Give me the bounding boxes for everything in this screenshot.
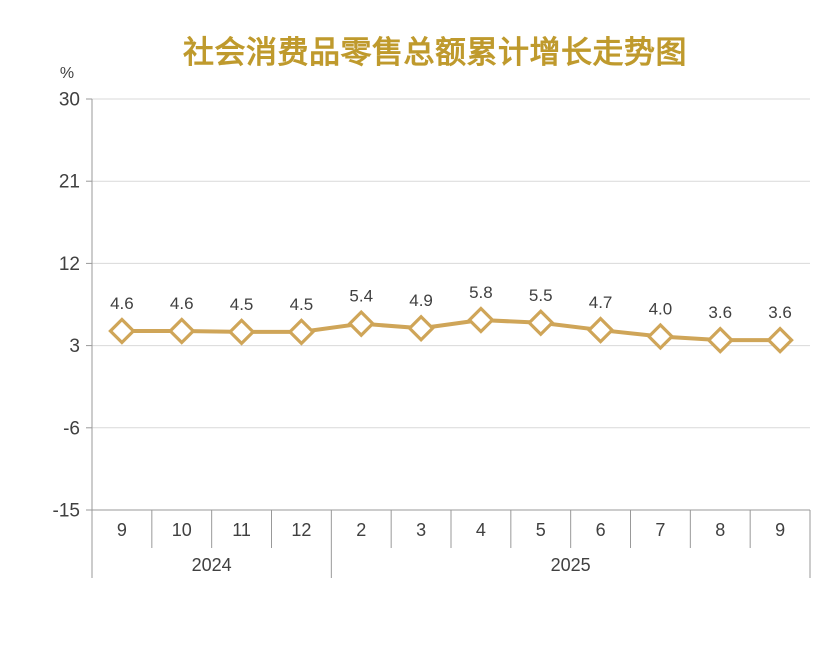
data-point-marker xyxy=(706,326,735,354)
x-tick-label: 2 xyxy=(356,520,366,540)
data-point-marker xyxy=(407,314,435,343)
y-tick-label: 30 xyxy=(59,90,80,111)
chart-title: 社会消费品零售总额累计增长走势图 xyxy=(183,35,687,70)
x-tick-label: 9 xyxy=(117,520,127,540)
x-tick-label: 8 xyxy=(715,520,725,540)
data-point-marker xyxy=(526,309,555,337)
y-tick-label: 21 xyxy=(59,172,80,193)
x-tick-label: 3 xyxy=(416,520,426,540)
data-label: 3.6 xyxy=(768,303,792,322)
data-label: 5.4 xyxy=(349,287,373,306)
data-label: 4.6 xyxy=(170,294,194,313)
data-point-marker xyxy=(108,317,136,345)
chart-plot-area: 30 21 12 3 -6 -15 9 10 11 12 2 3 4 5 6 7 8 9 2024 2025 4.6 4.… xyxy=(53,90,811,578)
data-point-marker xyxy=(646,322,675,351)
data-point-marker xyxy=(227,318,256,346)
data-point-marker xyxy=(467,306,495,334)
x-tick-label: 6 xyxy=(596,520,606,540)
x-tick-label: 11 xyxy=(232,520,251,540)
x-tick-label: 5 xyxy=(536,520,546,540)
data-point-marker xyxy=(766,326,794,354)
data-label: 4.0 xyxy=(649,299,673,318)
y-tick-label: -6 xyxy=(63,418,80,439)
data-label: 4.5 xyxy=(230,295,254,314)
y-tick-label: 12 xyxy=(59,254,80,275)
data-point-marker xyxy=(167,317,196,345)
data-point-marker xyxy=(586,316,615,344)
y-axis-unit-label: % xyxy=(60,65,74,82)
data-label: 4.6 xyxy=(110,294,134,313)
year-label: 2025 xyxy=(551,555,591,575)
x-tick-label: 12 xyxy=(291,520,311,540)
x-tick-label: 9 xyxy=(775,520,785,540)
y-tick-label: 3 xyxy=(69,336,80,357)
data-point-marker xyxy=(287,318,316,346)
data-label: 3.6 xyxy=(708,303,732,322)
year-label: 2024 xyxy=(192,555,232,575)
data-point-marker xyxy=(347,309,376,338)
y-tick-label: -15 xyxy=(53,501,80,522)
data-label: 5.8 xyxy=(469,283,493,302)
data-label: 4.5 xyxy=(290,295,314,314)
x-tick-label: 7 xyxy=(655,520,665,540)
x-tick-label: 10 xyxy=(172,520,192,540)
data-label: 4.9 xyxy=(409,291,433,310)
data-label: 5.5 xyxy=(529,286,553,305)
x-tick-label: 4 xyxy=(476,520,486,540)
data-label: 4.7 xyxy=(589,293,613,312)
data-line xyxy=(121,318,781,343)
